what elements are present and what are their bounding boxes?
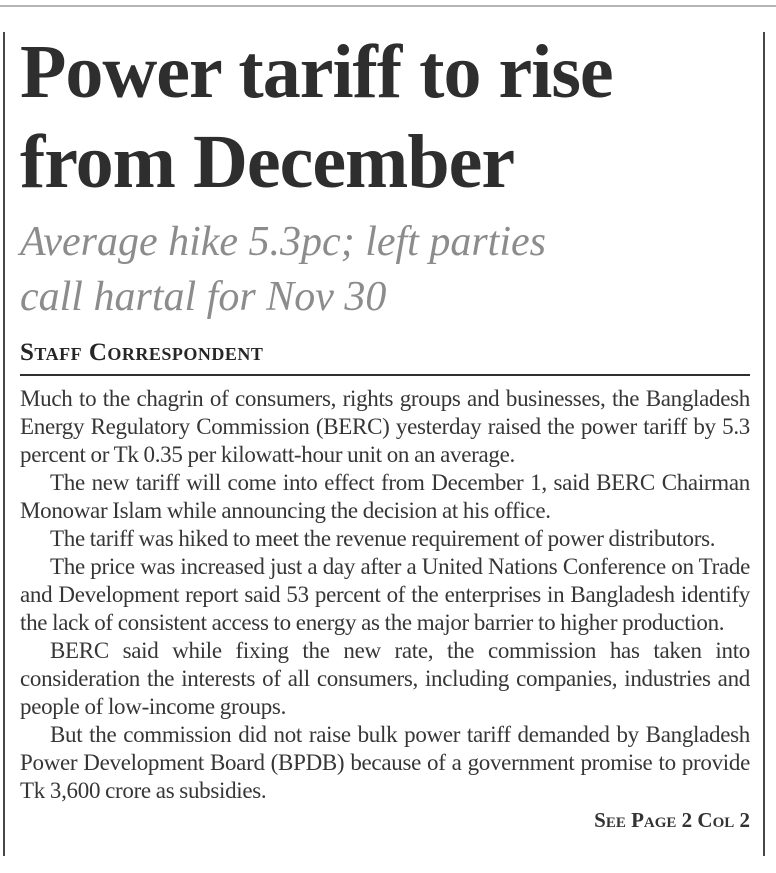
top-rule <box>0 5 776 7</box>
subheadline: Average hike 5.3pc; left parties call ha… <box>20 215 750 324</box>
article: Power tariff to rise from December Avera… <box>3 32 765 856</box>
paragraph: Much to the chagrin of consumers, rights… <box>20 385 750 467</box>
byline-rule <box>20 373 750 376</box>
headline: Power tariff to rise from December <box>20 32 750 207</box>
headline-line-2: from December <box>20 119 515 204</box>
paragraph: The new tariff will come into effect fro… <box>20 469 750 523</box>
article-body: Much to the chagrin of consumers, rights… <box>20 385 750 805</box>
continuation-note: See Page 2 Col 2 <box>594 807 750 832</box>
paragraph: The price was increased just a day after… <box>20 553 750 635</box>
byline: Staff Correspondent <box>20 338 264 366</box>
paragraph: But the commission did not raise bulk po… <box>20 721 750 803</box>
subheadline-line-1: Average hike 5.3pc; left parties <box>20 219 547 266</box>
subheadline-line-2: call hartal for Nov 30 <box>20 273 387 320</box>
paragraph: The tariff was hiked to meet the revenue… <box>50 525 716 551</box>
paragraph: BERC said while fixing the new rate, the… <box>20 637 750 719</box>
headline-line-1: Power tariff to rise <box>20 32 614 114</box>
